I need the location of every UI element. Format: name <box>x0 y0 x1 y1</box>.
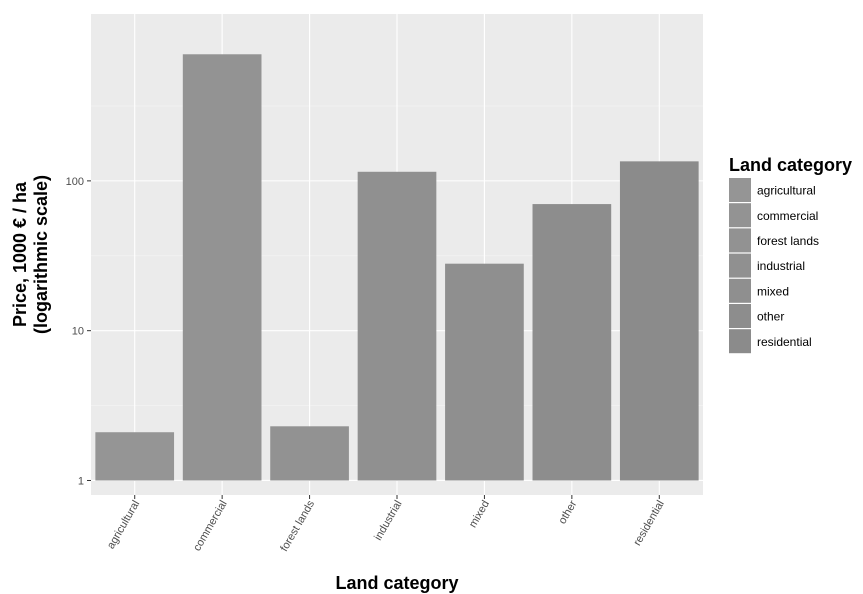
legend-label: other <box>757 310 784 324</box>
bar <box>270 426 349 481</box>
bar <box>445 263 524 481</box>
y-axis-title: Price, 1000 € / ha (logarithmic scale) <box>10 175 51 334</box>
bars <box>95 54 699 481</box>
legend-label: mixed <box>757 284 789 298</box>
legend-key <box>729 228 751 253</box>
y-axis: 1 10 100 <box>66 176 91 487</box>
y-axis-title-line-1: Price, 1000 € / ha <box>10 181 30 327</box>
legend-label: industrial <box>757 259 805 273</box>
legend-key <box>729 329 751 354</box>
x-tick-label: industrial <box>372 499 404 543</box>
bar <box>357 171 437 481</box>
x-tick-label: commercial <box>191 499 230 554</box>
x-tick-label: mixed <box>467 499 492 530</box>
legend-key <box>729 203 751 228</box>
legend-key <box>729 278 751 303</box>
legend-key <box>729 178 751 202</box>
x-tick-label: agricultural <box>105 499 142 552</box>
legend: Land category agricultural commercial fore… <box>729 155 852 354</box>
legend-title: Land category <box>729 155 852 175</box>
legend-key <box>729 304 751 328</box>
y-tick-label: 100 <box>66 176 84 188</box>
y-axis-title-line-2: (logarithmic scale) <box>31 175 51 334</box>
legend-label: residential <box>757 335 812 349</box>
legend-key <box>729 253 751 278</box>
bar <box>532 204 612 481</box>
y-tick-label: 1 <box>78 475 84 487</box>
bar <box>95 432 175 481</box>
x-tick-label: residential <box>631 499 666 548</box>
legend-label: agricultural <box>757 184 816 198</box>
x-axis: agricultural commercial forest lands indust… <box>105 495 667 554</box>
x-axis-title: Land category <box>335 573 458 593</box>
legend-label: commercial <box>757 209 818 223</box>
x-tick-label: forest lands <box>278 498 317 554</box>
x-tick-label: other <box>557 498 580 526</box>
legend-label: forest lands <box>757 234 819 248</box>
y-tick-label: 10 <box>72 326 84 338</box>
bar <box>619 161 699 481</box>
bar <box>182 54 262 481</box>
